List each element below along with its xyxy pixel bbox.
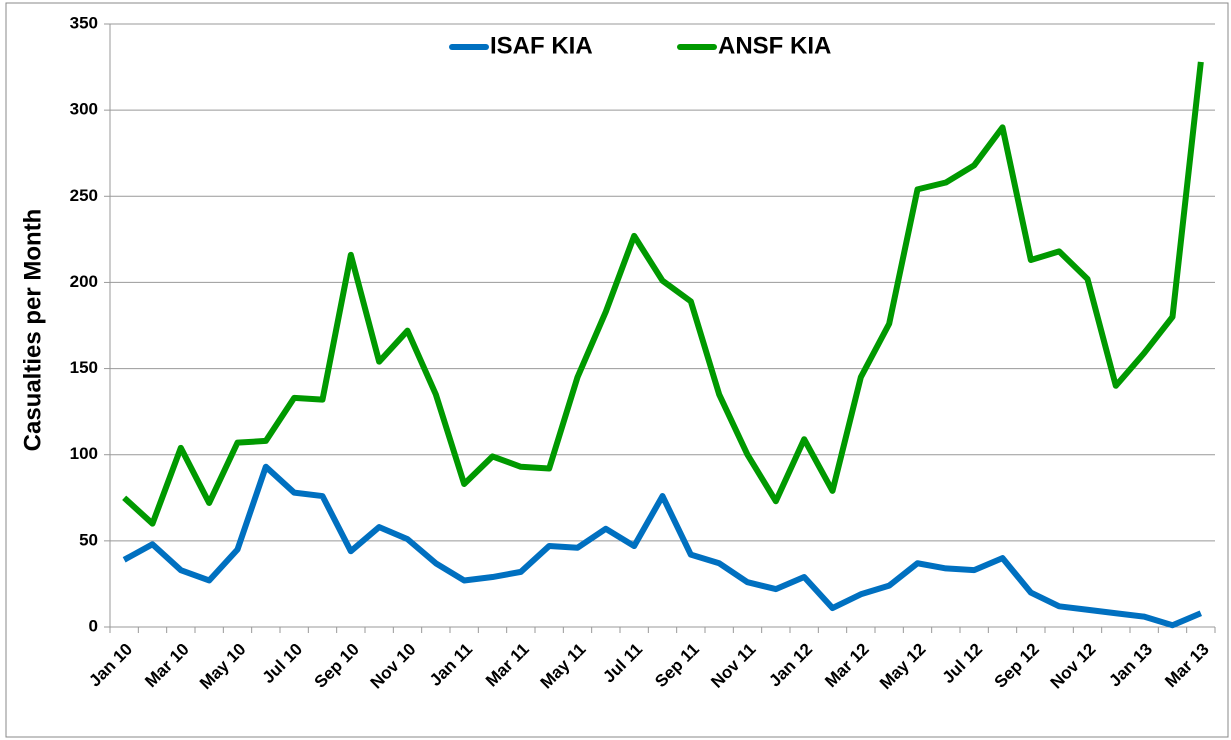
series-line (122, 61, 1204, 527)
y-tick-label: 250 (70, 186, 98, 205)
series-line (122, 463, 1203, 629)
chart-frame (5, 2, 1229, 738)
y-tick-label: 50 (79, 530, 98, 549)
y-tick-label: 300 (70, 100, 98, 119)
y-tick-label: 150 (70, 358, 98, 377)
y-axis-label: Casualties per Month (19, 209, 46, 452)
y-tick-label: 200 (70, 272, 98, 291)
y-tick-label: 100 (70, 444, 98, 463)
legend-label: ISAF KIA (490, 32, 593, 59)
y-tick-label: 0 (89, 616, 98, 635)
y-tick-label: 350 (70, 13, 98, 32)
legend-label: ANSF KIA (718, 32, 831, 59)
